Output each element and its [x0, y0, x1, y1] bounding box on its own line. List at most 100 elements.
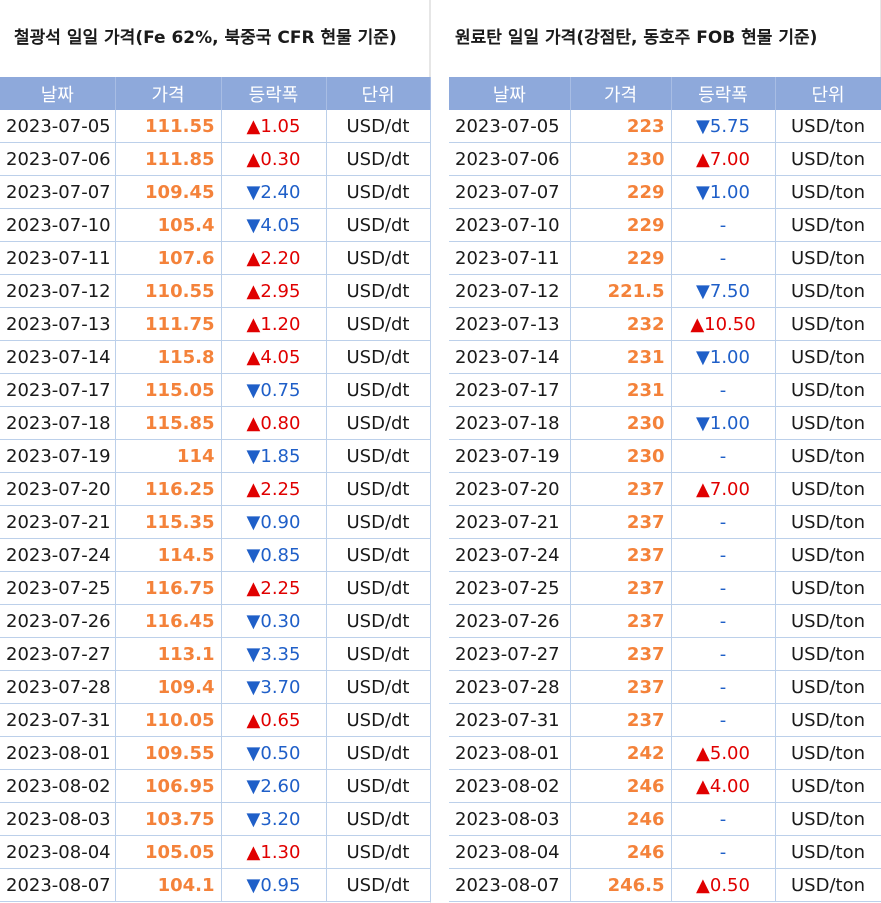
date-cell: 2023-07-25	[449, 571, 571, 605]
change-cell: ▲4.05	[221, 340, 327, 374]
price-cell: 107.6	[115, 241, 222, 275]
table-row: 2023-07-28 237- USD/ton	[449, 670, 881, 704]
change-cell: -	[671, 373, 776, 407]
table-row: 2023-07-20 237 ▲7.00 USD/ton	[449, 472, 881, 506]
unit-cell: USD/ton	[775, 868, 881, 902]
unit-cell: USD/dt	[326, 307, 431, 341]
coal-title: 원료탄 일일 가격(강점탄, 동호주 FOB 현물 기준)	[449, 0, 881, 77]
header-price: 가격	[115, 77, 222, 110]
date-cell: 2023-07-28	[449, 670, 571, 704]
unit-cell: USD/ton	[775, 472, 881, 506]
iron-ore-rows: 2023-07-05 111.55 ▲1.05 USD/dt 2023-07-06 111…	[0, 110, 431, 902]
date-cell: 2023-08-03	[449, 802, 571, 836]
table-row: 2023-07-24 237- USD/ton	[449, 538, 881, 572]
price-cell: 237	[570, 670, 672, 704]
price-cell: 113.1	[115, 637, 222, 671]
table-row: 2023-07-10 105.4 ▼4.05 USD/dt	[0, 208, 431, 242]
change-cell: -	[671, 637, 776, 671]
table-row: 2023-07-27 237- USD/ton	[449, 637, 881, 671]
unit-cell: USD/ton	[775, 373, 881, 407]
date-cell: 2023-07-05	[0, 110, 116, 143]
date-cell: 2023-07-28	[0, 670, 116, 704]
table-row: 2023-07-21 115.35 ▼0.90 USD/dt	[0, 505, 431, 539]
price-cell: 237	[570, 637, 672, 671]
change-cell: ▲1.20	[221, 307, 327, 341]
unit-cell: USD/ton	[775, 736, 881, 770]
price-cell: 116.75	[115, 571, 222, 605]
price-cell: 229	[570, 175, 672, 209]
price-cell: 246.5	[570, 868, 672, 902]
date-cell: 2023-07-11	[0, 241, 116, 275]
unit-cell: USD/ton	[775, 274, 881, 308]
table-row: 2023-07-18 115.85 ▲0.80 USD/dt	[0, 406, 431, 440]
price-cell: 109.45	[115, 175, 222, 209]
price-cell: 114	[115, 439, 222, 473]
unit-cell: USD/ton	[775, 769, 881, 803]
change-cell: ▲0.80	[221, 406, 327, 440]
unit-cell: USD/dt	[326, 274, 431, 308]
price-cell: 105.05	[115, 835, 222, 869]
date-cell: 2023-07-18	[449, 406, 571, 440]
change-cell: ▲1.05	[221, 110, 327, 143]
unit-cell: USD/ton	[775, 505, 881, 539]
unit-cell: USD/dt	[326, 142, 431, 176]
date-cell: 2023-07-14	[0, 340, 116, 374]
change-cell: ▼1.00	[671, 406, 776, 440]
change-cell: ▼3.35	[221, 637, 327, 671]
date-cell: 2023-07-07	[449, 175, 571, 209]
date-cell: 2023-08-01	[449, 736, 571, 770]
unit-cell: USD/ton	[775, 340, 881, 374]
change-cell: ▲2.25	[221, 571, 327, 605]
change-cell: -	[671, 703, 776, 737]
unit-cell: USD/dt	[326, 340, 431, 374]
change-cell: ▲2.25	[221, 472, 327, 506]
price-cell: 114.5	[115, 538, 222, 572]
table-row: 2023-07-14 115.8 ▲4.05 USD/dt	[0, 340, 431, 374]
unit-cell: USD/ton	[775, 670, 881, 704]
change-cell: ▼1.85	[221, 439, 327, 473]
date-cell: 2023-08-02	[0, 769, 116, 803]
price-cell: 111.85	[115, 142, 222, 176]
table-row: 2023-07-31 237- USD/ton	[449, 703, 881, 737]
unit-cell: USD/dt	[326, 208, 431, 242]
price-cell: 109.4	[115, 670, 222, 704]
date-cell: 2023-07-12	[0, 274, 116, 308]
table-row: 2023-07-25 237- USD/ton	[449, 571, 881, 605]
coal-panel: 원료탄 일일 가격(강점탄, 동호주 FOB 현물 기준) 날짜 가격 등락폭 …	[449, 0, 881, 902]
unit-cell: USD/ton	[775, 637, 881, 671]
date-cell: 2023-07-27	[0, 637, 116, 671]
date-cell: 2023-07-20	[449, 472, 571, 506]
coal-rows: 2023-07-05 223 ▼5.75 USD/ton 2023-07-06 230 ▲7…	[449, 110, 881, 902]
table-row: 2023-07-18 230 ▼1.00 USD/ton	[449, 406, 881, 440]
unit-cell: USD/ton	[775, 175, 881, 209]
change-cell: -	[671, 571, 776, 605]
price-cell: 246	[570, 835, 672, 869]
table-row: 2023-07-11 229- USD/ton	[449, 241, 881, 275]
header-date: 날짜	[0, 77, 116, 110]
change-cell: ▼0.90	[221, 505, 327, 539]
unit-cell: USD/dt	[326, 703, 431, 737]
unit-cell: USD/dt	[326, 637, 431, 671]
table-row: 2023-07-20 116.25 ▲2.25 USD/dt	[0, 472, 431, 506]
unit-cell: USD/dt	[326, 505, 431, 539]
price-cell: 246	[570, 802, 672, 836]
table-row: 2023-07-05 111.55 ▲1.05 USD/dt	[0, 110, 431, 143]
date-cell: 2023-07-27	[449, 637, 571, 671]
price-cell: 111.55	[115, 110, 222, 143]
price-cell: 115.05	[115, 373, 222, 407]
table-row: 2023-08-01 242 ▲5.00 USD/ton	[449, 736, 881, 770]
unit-cell: USD/ton	[775, 110, 881, 143]
table-row: 2023-08-02 246 ▲4.00 USD/ton	[449, 769, 881, 803]
change-cell: ▼3.70	[221, 670, 327, 704]
date-cell: 2023-07-05	[449, 110, 571, 143]
change-cell: -	[671, 538, 776, 572]
price-cell: 229	[570, 208, 672, 242]
date-cell: 2023-07-19	[0, 439, 116, 473]
date-cell: 2023-07-24	[0, 538, 116, 572]
table-row: 2023-08-03 246- USD/ton	[449, 802, 881, 836]
date-cell: 2023-07-13	[0, 307, 116, 341]
price-cell: 237	[570, 703, 672, 737]
change-cell: -	[671, 670, 776, 704]
price-cell: 237	[570, 505, 672, 539]
table-row: 2023-08-03 103.75 ▼3.20 USD/dt	[0, 802, 431, 836]
